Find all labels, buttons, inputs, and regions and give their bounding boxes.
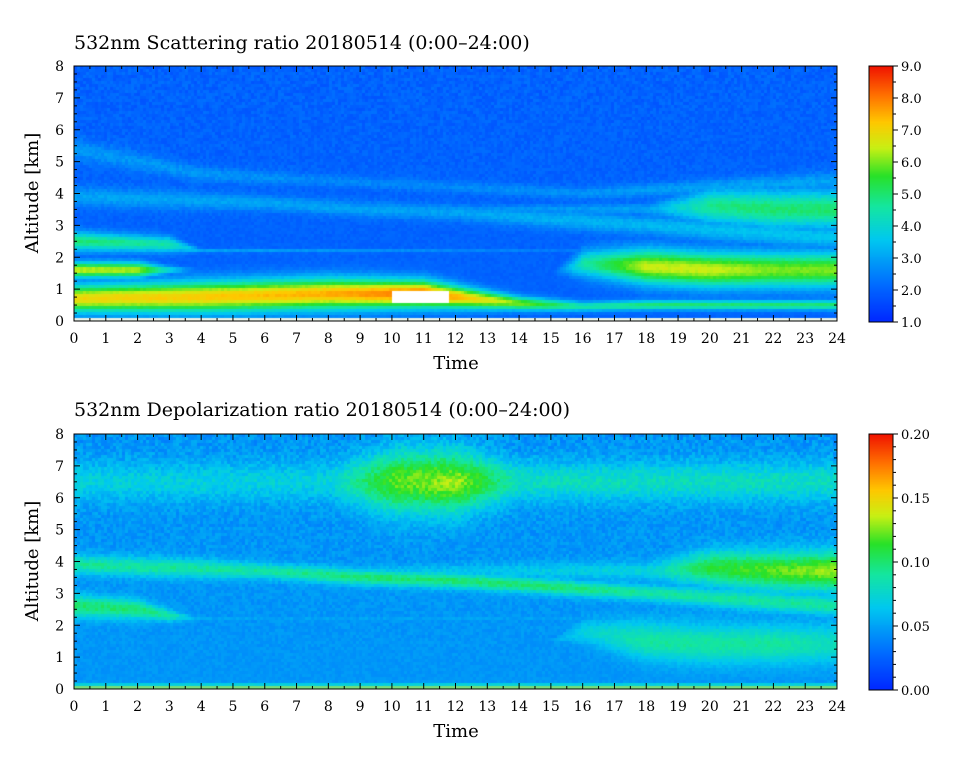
x-tick-label: 3 — [165, 699, 174, 715]
x-tick-label: 6 — [260, 699, 269, 715]
colorbar-tick-label: 4.0 — [901, 220, 922, 235]
colorbar-tick-label: 3.0 — [901, 252, 922, 267]
x-tick-label: 8 — [324, 331, 333, 347]
x-tick-label: 4 — [197, 331, 206, 347]
y-tick-label: 1 — [55, 650, 64, 666]
x-tick-label: 1 — [101, 699, 110, 715]
y-tick-label: 0 — [55, 682, 64, 698]
x-axis-label: Time — [433, 353, 478, 374]
x-tick-label: 11 — [415, 699, 433, 715]
x-tick-label: 22 — [765, 331, 783, 347]
y-axis-label: Altitude [km] — [22, 133, 43, 255]
x-tick-label: 0 — [70, 699, 79, 715]
x-tick-label: 4 — [197, 699, 206, 715]
colorbar-tick-label: 5.0 — [901, 188, 922, 203]
x-tick-label: 10 — [383, 699, 401, 715]
y-tick-label: 0 — [55, 314, 64, 330]
y-tick-label: 3 — [55, 586, 64, 602]
x-tick-label: 15 — [542, 331, 560, 347]
y-axis-label: Altitude [km] — [22, 501, 43, 623]
x-tick-label: 13 — [478, 331, 496, 347]
x-tick-label: 2 — [133, 699, 142, 715]
x-tick-label: 13 — [478, 699, 496, 715]
x-tick-label: 24 — [828, 331, 846, 347]
y-tick-label: 6 — [55, 491, 64, 507]
y-tick-label: 8 — [55, 59, 64, 75]
y-tick-label: 3 — [55, 218, 64, 234]
x-tick-label: 21 — [733, 699, 751, 715]
x-tick-label: 10 — [383, 331, 401, 347]
x-tick-label: 12 — [447, 699, 465, 715]
colorbar-tick-label: 0.00 — [901, 684, 930, 699]
colorbar-tick-label: 1.0 — [901, 316, 922, 331]
y-tick-label: 4 — [55, 555, 64, 571]
colorbar-tick-label: 6.0 — [901, 156, 922, 171]
y-tick-label: 6 — [55, 123, 64, 139]
x-tick-label: 17 — [606, 331, 624, 347]
y-tick-label: 5 — [55, 523, 64, 539]
y-tick-label: 2 — [55, 250, 64, 266]
colorbar-tick-label: 9.0 — [901, 60, 922, 75]
x-tick-label: 24 — [828, 699, 846, 715]
depolarization-ratio-panel: 532nm Depolarization ratio 20180514 (0:0… — [22, 399, 930, 742]
x-tick-label: 5 — [228, 331, 237, 347]
colorbar — [869, 66, 893, 322]
colorbar-tick-label: 8.0 — [901, 92, 922, 107]
colorbar-tick-label: 0.15 — [901, 492, 930, 507]
x-tick-label: 12 — [447, 331, 465, 347]
x-tick-label: 19 — [669, 331, 687, 347]
x-tick-label: 7 — [292, 699, 301, 715]
y-tick-label: 4 — [55, 187, 64, 203]
x-axis-label: Time — [433, 721, 478, 742]
y-tick-label: 2 — [55, 618, 64, 634]
x-tick-label: 1 — [101, 331, 110, 347]
colorbar-tick-label: 0.20 — [901, 428, 930, 443]
x-tick-label: 2 — [133, 331, 142, 347]
x-tick-label: 0 — [70, 331, 79, 347]
x-tick-label: 16 — [574, 699, 592, 715]
x-tick-label: 7 — [292, 331, 301, 347]
y-tick-label: 8 — [55, 427, 64, 443]
chart-title: 532nm Depolarization ratio 20180514 (0:0… — [74, 399, 570, 421]
colorbar-tick-label: 2.0 — [901, 284, 922, 299]
colorbar-tick-label: 7.0 — [901, 124, 922, 139]
x-tick-label: 23 — [796, 699, 814, 715]
colorbar-tick-label: 0.05 — [901, 620, 930, 635]
x-tick-label: 3 — [165, 331, 174, 347]
y-tick-label: 1 — [55, 282, 64, 298]
x-tick-label: 16 — [574, 331, 592, 347]
x-tick-label: 14 — [510, 331, 528, 347]
x-tick-label: 19 — [669, 699, 687, 715]
x-tick-label: 9 — [356, 331, 365, 347]
chart-title: 532nm Scattering ratio 20180514 (0:00–24… — [74, 32, 530, 54]
x-tick-label: 9 — [356, 699, 365, 715]
x-tick-label: 20 — [701, 331, 719, 347]
heatmap-plot-area — [74, 66, 837, 321]
y-tick-label: 5 — [55, 155, 64, 171]
x-tick-label: 18 — [637, 331, 655, 347]
x-tick-label: 21 — [733, 331, 751, 347]
x-tick-label: 8 — [324, 699, 333, 715]
x-tick-label: 20 — [701, 699, 719, 715]
scattering-ratio-panel: 532nm Scattering ratio 20180514 (0:00–24… — [22, 32, 922, 374]
x-tick-label: 11 — [415, 331, 433, 347]
x-tick-label: 5 — [228, 699, 237, 715]
x-tick-label: 18 — [637, 699, 655, 715]
colorbar-tick-label: 0.10 — [901, 556, 930, 571]
x-tick-label: 6 — [260, 331, 269, 347]
x-tick-label: 15 — [542, 699, 560, 715]
y-tick-label: 7 — [55, 91, 64, 107]
colorbar — [869, 434, 893, 690]
y-tick-label: 7 — [55, 459, 64, 475]
x-tick-label: 22 — [765, 699, 783, 715]
x-tick-label: 17 — [606, 699, 624, 715]
x-tick-label: 23 — [796, 331, 814, 347]
x-tick-label: 14 — [510, 699, 528, 715]
heatmap-plot-area — [74, 434, 837, 689]
